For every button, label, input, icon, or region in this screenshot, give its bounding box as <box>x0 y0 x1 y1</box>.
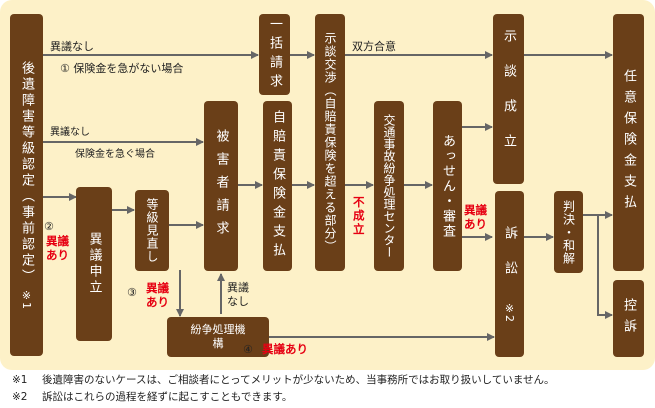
label-igi-ari-4: 異議あり <box>262 342 308 356</box>
box-kotsu-jiko-center: 交通事故紛争処理センター <box>374 101 404 271</box>
label-igi-nashi-top: 異議なし <box>50 40 94 53</box>
arrow-hanketsu-to-koso <box>597 215 613 319</box>
arrow-igi-to-tokyu <box>110 206 135 252</box>
box-tokyu-minaoshi: 等級見直し <box>135 190 169 271</box>
label-hoken-isoganai: ① 保険金を急がない場合 <box>60 62 184 75</box>
box-kouishougai-nintei: 後遺障害等級認定（事前認定） ※1 <box>10 14 43 356</box>
label-fuseiritsu: 不成立 <box>351 196 366 237</box>
box-sosho: 訴訟 ※2 <box>495 191 524 357</box>
box-assen-shinsa: あっせん・審査 <box>433 101 462 271</box>
box-ikkatsu-seikyu: 一括請求 <box>259 14 290 95</box>
box-nini-hoken-shiharai: 任意保険金支払 <box>613 14 644 271</box>
label-igi-ari-3: 異議あり <box>146 281 169 310</box>
label-hoken-isogu: 保険金を急ぐ場合 <box>75 149 155 160</box>
koui-footnote-mark: ※1 <box>20 289 33 309</box>
label-num-2: ② <box>44 220 54 233</box>
box-jidan-seiritsu: 示談成立 <box>493 14 524 184</box>
label-igi-ari-2: 異議あり <box>46 234 69 263</box>
label-igi-nashi-mid: 異議なし <box>50 127 90 138</box>
box-hanketsu-wakai: 判決・和解 <box>554 191 583 273</box>
label-igi-ari-5: 異議あり <box>464 203 487 232</box>
footnote-1: ※1 後遺障害のないケースは、ご相談者にとってメリットが少ないため、当事務所ではお… <box>12 374 555 386</box>
sosho-footnote-mark: ※2 <box>503 302 516 322</box>
label-soho-goui: 双方合意 <box>352 40 396 53</box>
footnote-2: ※2 訴訟はこれらの過程を経ずに起こすこともできます。 <box>12 391 293 403</box>
label-num-3: ③ <box>127 286 137 299</box>
box-higaisha-seikyu: 被害者請求 <box>204 101 238 271</box>
box-igi-moushitate: 異議申立 <box>76 187 112 341</box>
box-jibaiseki-shiharai: 自賠責保険金支払 <box>263 101 292 271</box>
box-koso: 控訴 <box>613 280 644 357</box>
box-jidan-koushou: 示談交渉（自賠責保険を超える部分） <box>315 14 345 271</box>
label-igi-nashi-3: 異議なし <box>227 281 249 308</box>
box-funso-shori-kikou: 紛争処理機構 <box>167 317 269 357</box>
label-num-4: ④ <box>243 343 253 356</box>
